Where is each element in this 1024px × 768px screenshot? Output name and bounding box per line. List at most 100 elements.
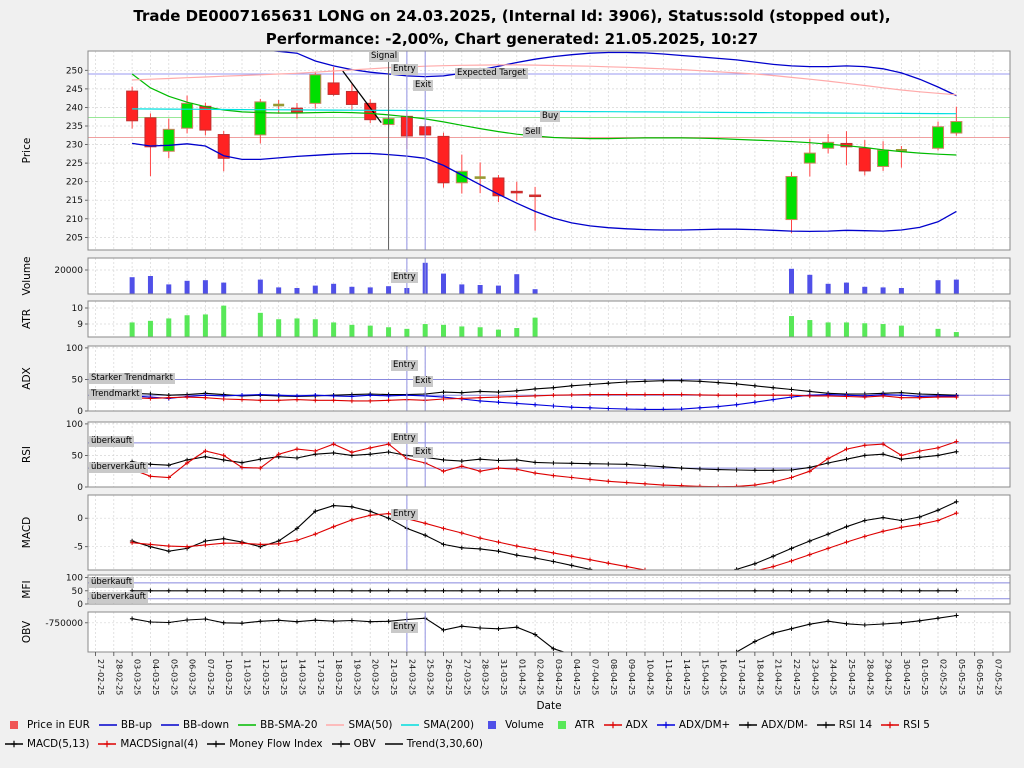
series-rsi-5 [131,441,957,487]
legend-item-label: MACDSignal(4) [120,738,199,750]
legend-item-label: Trend(3,30,60) [406,738,483,750]
legend-marker-icon [5,740,23,748]
x-tick-label: 15-04-25 [700,659,709,695]
candle-up [785,175,798,221]
candle-down [144,117,157,148]
ylabel-mfi: MFI [21,580,33,598]
legend-item-obv: OBV [331,738,376,750]
x-tick-label: 06-05-25 [975,659,984,695]
candle-up [822,141,835,149]
panel-volume: 20000 Volume [21,256,1011,296]
atr-bar [166,318,172,337]
x-tick-label: 24-03-25 [407,659,416,695]
volume-bar [495,285,501,294]
volume-bar [953,279,959,294]
legend-item-label: BB-up [120,719,153,731]
price-ytick: 245 [66,85,83,95]
price-ytick: 210 [66,215,83,225]
rsi-ytick: 0 [77,483,83,493]
legend-item-label: RSI 5 [903,719,930,731]
x-tick-label: 09-04-25 [627,659,636,695]
volume-bar [129,277,135,294]
legend-marker-icon [401,724,420,726]
x-tick-label: 10-04-25 [645,659,654,695]
x-tick-label: 11-04-25 [664,659,673,695]
legend-item-label: ATR [574,719,595,731]
legend-marker-icon [98,740,117,748]
volume-bar [276,287,282,294]
candle-down [126,90,139,122]
volume-bar [312,285,318,294]
candle-up [803,152,816,164]
legend-item-label: RSI 14 [838,719,873,731]
price-ytick: 230 [66,141,83,151]
legend-marker-icon [816,721,835,729]
legend-marker-icon [207,740,226,748]
obv-ytick: -750000 [45,619,83,629]
atr-bar [514,328,520,337]
volume-bar [257,279,263,294]
legend-marker-icon [326,724,345,726]
atr-ytick: 10 [72,304,84,314]
candle-up [162,128,175,152]
legend-item-label: BB-down [183,719,230,731]
legend-marker-icon [603,721,622,729]
series-sma-50- [132,64,957,96]
legend-marker-icon [10,721,18,729]
x-tick-label: 31-03-25 [499,659,508,695]
x-tick-label: 22-04-25 [792,659,801,695]
series-adx-dm- [132,380,957,398]
x-tick-label: 21-03-25 [389,659,398,695]
x-tick-label: 13-03-25 [279,659,288,695]
atr-bar [843,322,849,337]
volume-bar [825,283,831,294]
series-adx [132,394,957,402]
ylabel-macd: MACD [21,517,33,548]
atr-bar [294,318,300,337]
volume-ytick: 20000 [54,266,83,276]
chart-canvas: 250 245 240 235 230 225 220 215 210 205 Price 20000… [21,50,1011,712]
price-ytick: 250 [66,66,83,76]
legend-item-adx-dm+: ADX/DM+ [656,719,730,731]
candle-down [858,147,871,172]
series-bb-up [268,51,957,97]
price-ytick: 215 [66,196,83,206]
atr-bar [349,324,355,337]
volume-bar [386,286,392,294]
volume-bar [477,285,483,294]
volume-bar [459,284,465,294]
atr-bar [807,320,813,337]
volume-bar [807,274,813,294]
legend-item-label: SMA(200) [423,719,475,731]
x-tick-label: 28-04-25 [865,659,874,695]
macd-ytick: 0 [77,514,83,524]
legend-item-price-in-eur: Price in EUR [5,719,90,731]
volume-bar [862,286,868,294]
price-ytick: 240 [66,103,83,113]
atr-ytick: 9 [77,320,83,330]
x-tick-label: 20-03-25 [371,659,380,695]
panel-macd: 0 -5 MACD [21,494,1011,571]
volume-bar [843,282,849,294]
x-tick-label: 24-04-25 [829,659,838,695]
legend-marker-icon [739,721,758,729]
legend-marker-icon [557,721,566,729]
candle-down [345,90,358,105]
candle-up [309,74,322,104]
chart-title: Trade DE0007165631 LONG on 24.03.2025, (… [0,5,1024,50]
atr-bar [880,324,886,337]
ylabel-atr: ATR [21,309,33,329]
legend-item-bb-up: BB-up [98,719,153,731]
volume-bar [166,284,172,294]
x-tick-label: 19-03-25 [352,659,361,695]
adx-ytick: 0 [77,407,83,417]
volume-bar [367,287,373,294]
x-tick-label: 26-03-25 [444,659,453,695]
atr-bar [129,322,135,337]
x-tick-label: 01-04-25 [517,659,526,695]
legend-marker-icon [384,743,403,745]
chart-legend: Price in EUR BB-up BB-down BB-SMA-20 SMA(50)… [5,719,1019,750]
panel-atr: 10 9 ATR [21,300,1011,338]
atr-bar [312,319,318,337]
panel-price: 250 245 240 235 230 225 220 215 210 205 Price [21,50,1011,251]
